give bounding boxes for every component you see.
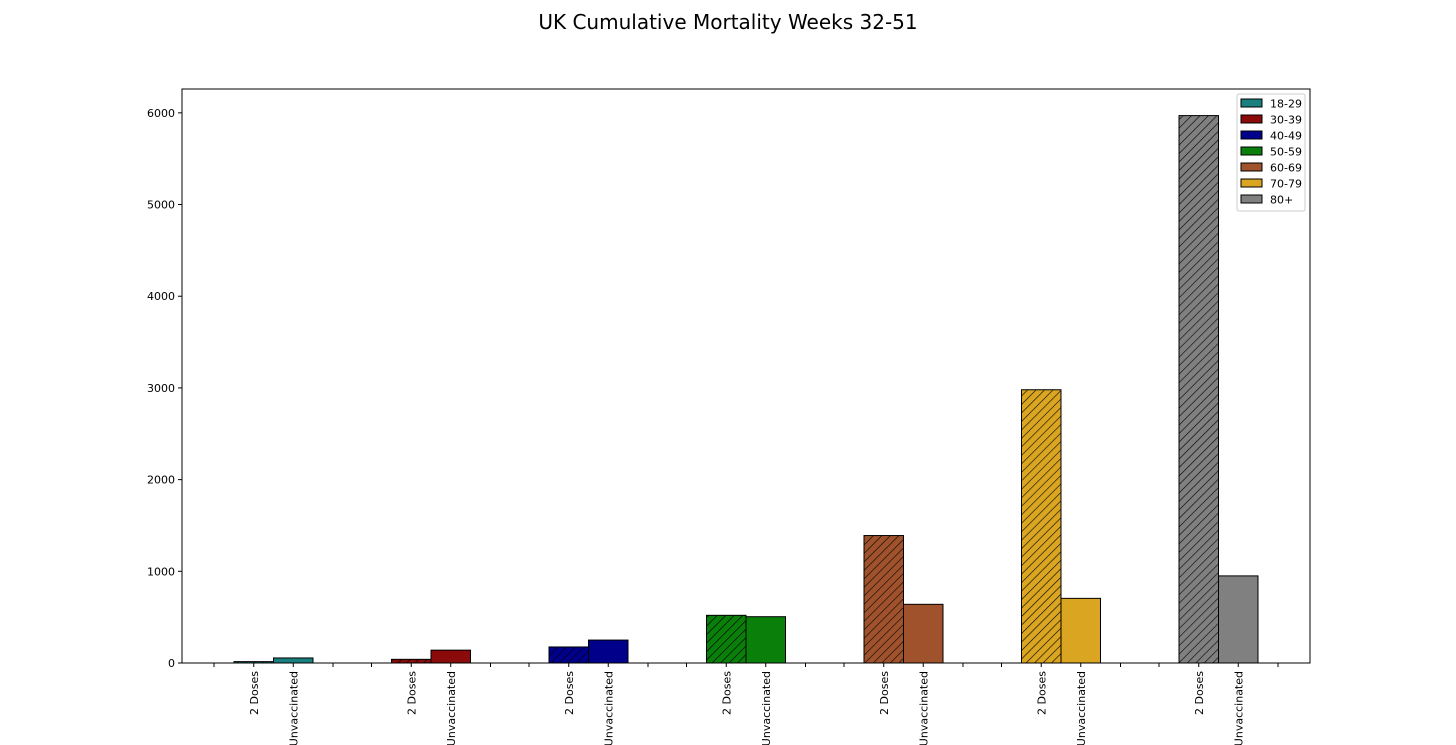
bar-30-39-unvaccinated — [430, 649, 471, 664]
bar-60-69-unvaccinated — [903, 603, 944, 664]
y-tick-label: 0 — [168, 657, 175, 670]
legend-label: 40-49 — [1270, 130, 1302, 143]
legend-swatch — [1240, 146, 1263, 156]
x-tick-label: 2 Doses — [248, 671, 261, 715]
bar-18-29-unvaccinated — [273, 657, 314, 664]
bar-40-49-2-doses — [548, 646, 589, 664]
legend-label: 60-69 — [1270, 162, 1302, 175]
bar-70-79-unvaccinated — [1060, 597, 1101, 664]
legend-swatch — [1240, 98, 1263, 108]
x-tick-label: 2 Doses — [563, 671, 576, 715]
legend-swatch — [1240, 162, 1263, 172]
y-tick-label: 5000 — [147, 199, 175, 212]
x-tick-label: Unvaccinated — [1232, 671, 1245, 745]
x-tick-label: 2 Doses — [1193, 671, 1206, 715]
bars-layer — [233, 115, 1259, 664]
chart-title: UK Cumulative Mortality Weeks 32-51 — [538, 10, 918, 34]
legend: 18-29 30-39 40-49 50-59 60-69 70-79 80+ — [1236, 93, 1306, 212]
x-tick-label: Unvaccinated — [287, 671, 300, 745]
legend-label: 30-39 — [1270, 114, 1302, 127]
bar-30-39-2-doses — [391, 658, 432, 664]
legend-swatch — [1240, 114, 1263, 124]
bar-40-49-unvaccinated — [588, 639, 629, 664]
x-tick-label: Unvaccinated — [1075, 671, 1088, 745]
legend-label: 50-59 — [1270, 146, 1302, 159]
bar-50-59-unvaccinated — [745, 616, 786, 664]
x-tick-label: 2 Doses — [405, 671, 418, 715]
x-tick-label: 2 Doses — [878, 671, 891, 715]
legend-swatch — [1240, 178, 1263, 188]
x-tick-label: Unvaccinated — [602, 671, 615, 745]
x-tick-label: 2 Doses — [1035, 671, 1048, 715]
x-axis: 2 Doses Unvaccinated 2 Doses Unvaccinated 2 … — [213, 663, 1279, 745]
y-axis: 0 1000 2000 3000 4000 5000 6000 — [147, 107, 182, 670]
legend-label: 80+ — [1270, 194, 1293, 207]
x-tick-label: Unvaccinated — [445, 671, 458, 745]
x-tick-label: Unvaccinated — [760, 671, 773, 745]
bar-50-59-2-doses — [706, 614, 747, 664]
y-tick-label: 1000 — [147, 565, 175, 578]
bar-60-69-2-doses — [863, 535, 904, 664]
x-tick-label: Unvaccinated — [917, 671, 930, 745]
y-tick-label: 2000 — [147, 474, 175, 487]
legend-label: 70-79 — [1270, 178, 1302, 191]
legend-swatch — [1240, 130, 1263, 140]
y-tick-label: 6000 — [147, 107, 175, 120]
y-tick-label: 3000 — [147, 382, 175, 395]
bar-80+-unvaccinated — [1218, 575, 1259, 664]
bar-80+-2-doses — [1178, 115, 1219, 664]
legend-label: 18-29 — [1270, 98, 1302, 111]
plot-frame — [181, 88, 1311, 664]
x-tick-label: 2 Doses — [720, 671, 733, 715]
legend-swatch — [1240, 194, 1263, 204]
y-tick-label: 4000 — [147, 290, 175, 303]
plot-area — [182, 89, 1310, 663]
bar-70-79-2-doses — [1021, 389, 1062, 664]
